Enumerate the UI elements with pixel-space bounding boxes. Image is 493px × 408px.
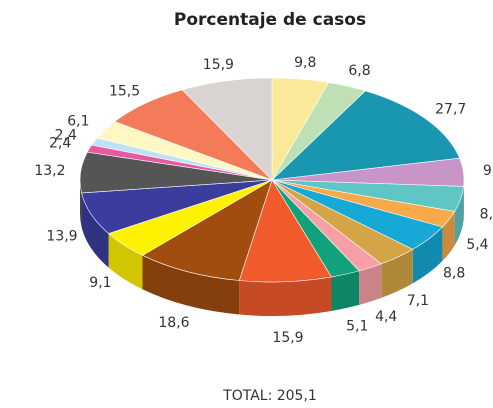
data-label: 15,5 [109, 83, 140, 99]
data-label: 8,8 [443, 266, 465, 282]
data-label: 13,2 [34, 163, 65, 179]
slice-side [331, 270, 360, 311]
data-label: 15,9 [203, 57, 234, 73]
data-label: 15,9 [272, 330, 303, 346]
slice [271, 90, 460, 181]
data-label: 5,4 [466, 237, 488, 253]
data-label: 27,7 [435, 101, 466, 117]
chart-title: Porcentaje de casos [174, 10, 366, 30]
slice-side [142, 255, 240, 315]
data-label: 13,9 [46, 229, 77, 245]
data-label: 4,4 [375, 309, 397, 325]
slice-side [454, 186, 464, 246]
data-label: 8,2 [480, 206, 493, 222]
slice-side [108, 233, 143, 290]
data-label: 7,1 [407, 293, 429, 309]
slice-side [81, 192, 109, 268]
data-label: 9,1 [483, 163, 493, 179]
data-label: 6,1 [67, 114, 89, 130]
data-label: 6,8 [348, 63, 370, 79]
data-label: 9,1 [89, 275, 111, 291]
total-label: TOTAL: 205,1 [222, 388, 317, 404]
slice-side [359, 263, 382, 305]
data-label: 2,4 [49, 136, 71, 152]
slice-side [381, 249, 413, 298]
data-label: 2,4 [55, 127, 77, 143]
data-label: 9,8 [294, 55, 316, 71]
slice-side [412, 226, 443, 284]
slice-side [239, 276, 332, 317]
slice [141, 179, 273, 281]
data-label: 5,1 [346, 319, 368, 335]
data-label: 18,6 [158, 315, 189, 331]
slice [238, 179, 332, 283]
slice [181, 77, 273, 181]
